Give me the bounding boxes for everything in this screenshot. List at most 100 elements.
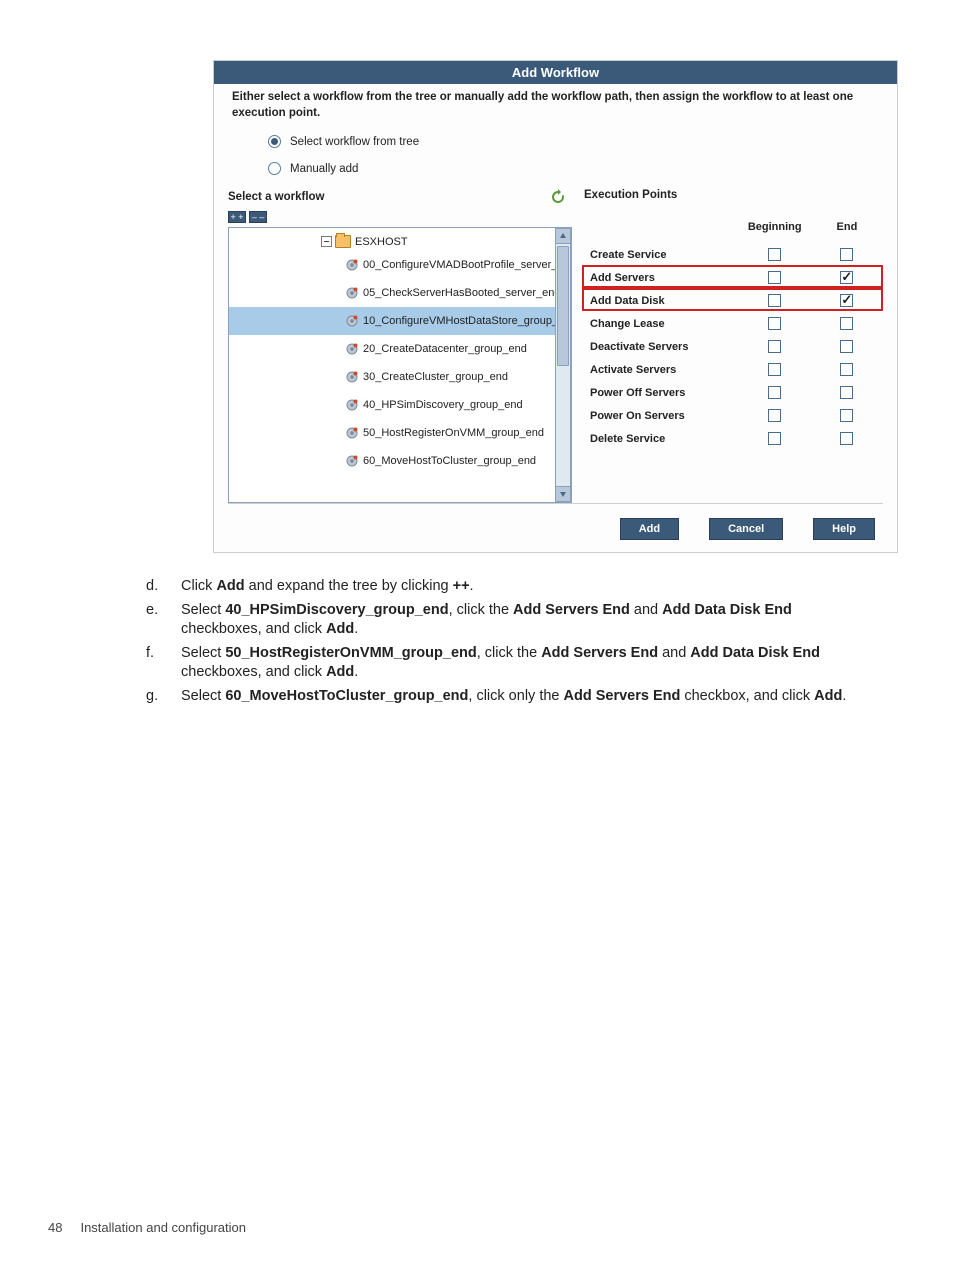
add-button[interactable]: Add <box>620 518 679 540</box>
gear-icon <box>345 314 359 328</box>
instructions-list: d.Click Add and expand the tree by click… <box>146 577 866 706</box>
beginning-cell <box>739 335 811 358</box>
help-button[interactable]: Help <box>813 518 875 540</box>
list-letter: d. <box>146 577 181 597</box>
beginning-cell <box>739 358 811 381</box>
scroll-down-button[interactable] <box>555 486 571 502</box>
tree-item[interactable]: 60_MoveHostToCluster_group_end <box>229 447 555 475</box>
beginning-checkbox[interactable] <box>768 432 781 445</box>
tree-item[interactable]: 30_CreateCluster_group_end <box>229 363 555 391</box>
beginning-checkbox[interactable] <box>768 386 781 399</box>
gear-icon <box>345 258 359 272</box>
dialog-footer: Add Cancel Help <box>228 504 883 552</box>
exec-point-label: Activate Servers <box>584 358 739 381</box>
table-row: Deactivate Servers <box>584 335 883 358</box>
list-item: e.Select 40_HPSimDiscovery_group_end, cl… <box>146 601 866 640</box>
beginning-cell <box>739 289 811 312</box>
end-cell <box>811 381 883 404</box>
exec-point-label: Delete Service <box>584 427 739 450</box>
tree-root-label: ESXHOST <box>355 236 408 248</box>
end-checkbox[interactable] <box>840 317 853 330</box>
tree-item[interactable]: 05_CheckServerHasBooted_server_end <box>229 279 555 307</box>
collapse-icon[interactable] <box>321 236 332 247</box>
tree-item[interactable]: 00_ConfigureVMADBootProfile_server_beg <box>229 251 555 279</box>
beginning-checkbox[interactable] <box>768 317 781 330</box>
beginning-cell <box>739 427 811 450</box>
table-row: Activate Servers <box>584 358 883 381</box>
table-row: Power Off Servers <box>584 381 883 404</box>
cancel-button[interactable]: Cancel <box>709 518 783 540</box>
list-letter: e. <box>146 601 181 640</box>
table-row: Create Service <box>584 243 883 266</box>
dialog-title: Add Workflow <box>214 61 897 84</box>
end-checkbox[interactable] <box>840 386 853 399</box>
exec-point-label: Add Data Disk <box>584 289 739 312</box>
tree-item[interactable]: 50_HostRegisterOnVMM_group_end <box>229 419 555 447</box>
tree-item[interactable]: 20_CreateDatacenter_group_end <box>229 335 555 363</box>
tree-item-label: 40_HPSimDiscovery_group_end <box>363 399 523 411</box>
beginning-checkbox[interactable] <box>768 294 781 307</box>
tree-item-label: 60_MoveHostToCluster_group_end <box>363 455 536 467</box>
beginning-cell <box>739 312 811 335</box>
beginning-checkbox[interactable] <box>768 409 781 422</box>
beginning-cell <box>739 381 811 404</box>
end-cell <box>811 312 883 335</box>
folder-icon <box>335 235 351 248</box>
end-checkbox[interactable] <box>840 271 853 284</box>
radio-icon <box>268 162 281 175</box>
end-cell <box>811 266 883 289</box>
dialog-intro: Either select a workflow from the tree o… <box>232 90 883 121</box>
execution-points-table: Beginning End Create ServiceAdd ServersA… <box>584 221 883 450</box>
tree-item[interactable]: 10_ConfigureVMHostDataStore_group_end <box>229 307 555 335</box>
end-checkbox[interactable] <box>840 294 853 307</box>
beginning-cell <box>739 243 811 266</box>
exec-point-label: Power Off Servers <box>584 381 739 404</box>
radio-label: Manually add <box>290 163 358 175</box>
expand-all-button[interactable]: + + <box>228 211 246 223</box>
beginning-checkbox[interactable] <box>768 363 781 376</box>
list-letter: f. <box>146 644 181 683</box>
end-checkbox[interactable] <box>840 248 853 261</box>
beginning-cell <box>739 404 811 427</box>
list-text: Select 50_HostRegisterOnVMM_group_end, c… <box>181 644 866 683</box>
radio-select-from-tree[interactable]: Select workflow from tree <box>268 135 883 148</box>
end-cell <box>811 427 883 450</box>
gear-icon <box>345 286 359 300</box>
exec-point-label: Create Service <box>584 243 739 266</box>
tree-item-label: 50_HostRegisterOnVMM_group_end <box>363 427 544 439</box>
end-cell <box>811 289 883 312</box>
end-cell <box>811 243 883 266</box>
end-checkbox[interactable] <box>840 409 853 422</box>
end-checkbox[interactable] <box>840 363 853 376</box>
beginning-checkbox[interactable] <box>768 271 781 284</box>
end-checkbox[interactable] <box>840 340 853 353</box>
refresh-icon[interactable] <box>550 189 566 205</box>
radio-group: Select workflow from tree Manually add <box>268 135 883 175</box>
radio-manually-add[interactable]: Manually add <box>268 162 883 175</box>
page-section: Installation and configuration <box>80 1220 246 1235</box>
exec-point-label: Power On Servers <box>584 404 739 427</box>
execution-points-panel: Execution Points Beginning End Create Se… <box>572 189 883 503</box>
select-workflow-label: Select a workflow <box>228 191 325 203</box>
list-text: Select 60_MoveHostToCluster_group_end, c… <box>181 687 866 707</box>
beginning-checkbox[interactable] <box>768 340 781 353</box>
end-cell <box>811 358 883 381</box>
gear-icon <box>345 398 359 412</box>
page-number: 48 <box>48 1220 62 1235</box>
gear-icon <box>345 342 359 356</box>
tree-root-node[interactable]: ESXHOST <box>229 232 555 251</box>
exec-point-label: Add Servers <box>584 266 739 289</box>
end-cell <box>811 404 883 427</box>
table-row: Change Lease <box>584 312 883 335</box>
scroll-up-button[interactable] <box>555 228 571 244</box>
col-beginning: Beginning <box>739 221 811 243</box>
collapse-all-button[interactable]: – – <box>249 211 267 223</box>
end-checkbox[interactable] <box>840 432 853 445</box>
tree-item[interactable]: 40_HPSimDiscovery_group_end <box>229 391 555 419</box>
list-item: f.Select 50_HostRegisterOnVMM_group_end,… <box>146 644 866 683</box>
scrollbar-thumb[interactable] <box>557 246 569 366</box>
gear-icon <box>345 370 359 384</box>
end-cell <box>811 335 883 358</box>
beginning-checkbox[interactable] <box>768 248 781 261</box>
table-row: Add Servers <box>584 266 883 289</box>
